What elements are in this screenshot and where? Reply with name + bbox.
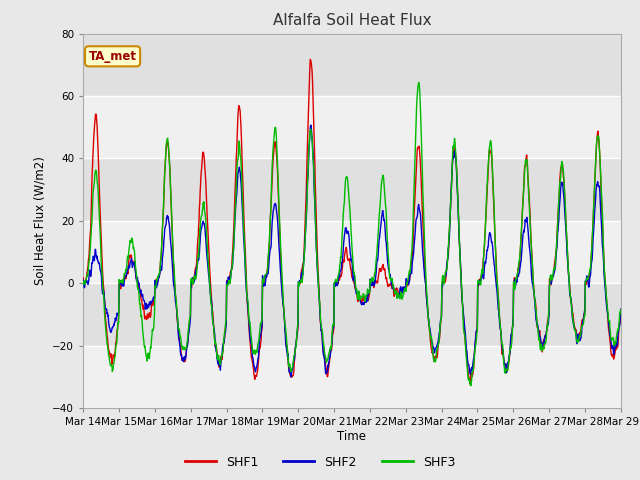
Title: Alfalfa Soil Heat Flux: Alfalfa Soil Heat Flux [273, 13, 431, 28]
X-axis label: Time: Time [337, 430, 367, 443]
Y-axis label: Soil Heat Flux (W/m2): Soil Heat Flux (W/m2) [34, 156, 47, 285]
Legend: SHF1, SHF2, SHF3: SHF1, SHF2, SHF3 [180, 451, 460, 474]
Bar [83, 96, 621, 158]
Bar [83, 346, 621, 408]
Bar [83, 221, 621, 283]
Text: TA_met: TA_met [88, 50, 136, 63]
